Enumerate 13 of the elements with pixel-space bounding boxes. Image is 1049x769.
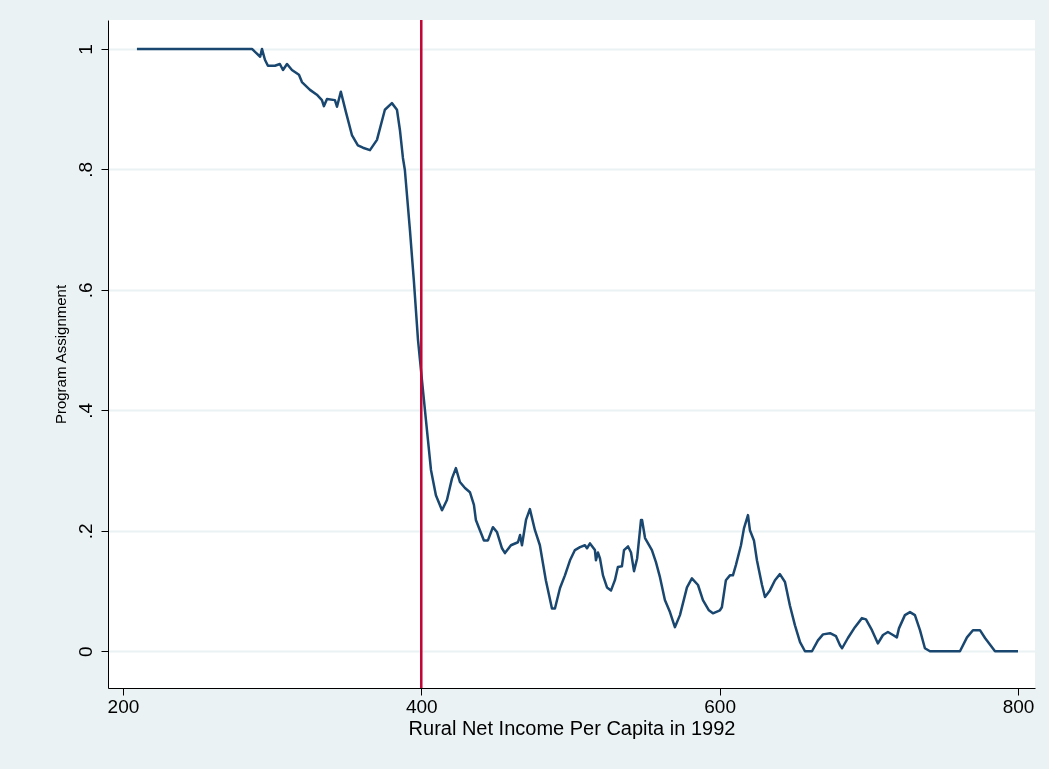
- x-axis-title: Rural Net Income Per Capita in 1992: [408, 716, 736, 739]
- x-tick-label: 600: [704, 695, 736, 717]
- y-tick-label: .2: [74, 523, 96, 540]
- x-tick-label: 200: [107, 695, 140, 717]
- y-tick-label: .8: [74, 161, 96, 178]
- line-series: [135, 47, 1020, 653]
- y-tick-label: 1: [74, 44, 96, 55]
- x-tick-label: 800: [1002, 695, 1035, 717]
- y-tick-label: .6: [74, 282, 96, 299]
- y-tick-label: 0: [74, 646, 96, 658]
- y-tick-label: .4: [74, 402, 96, 419]
- x-tick-label: 400: [405, 695, 438, 717]
- y-axis-title: Program Assignment: [51, 284, 69, 425]
